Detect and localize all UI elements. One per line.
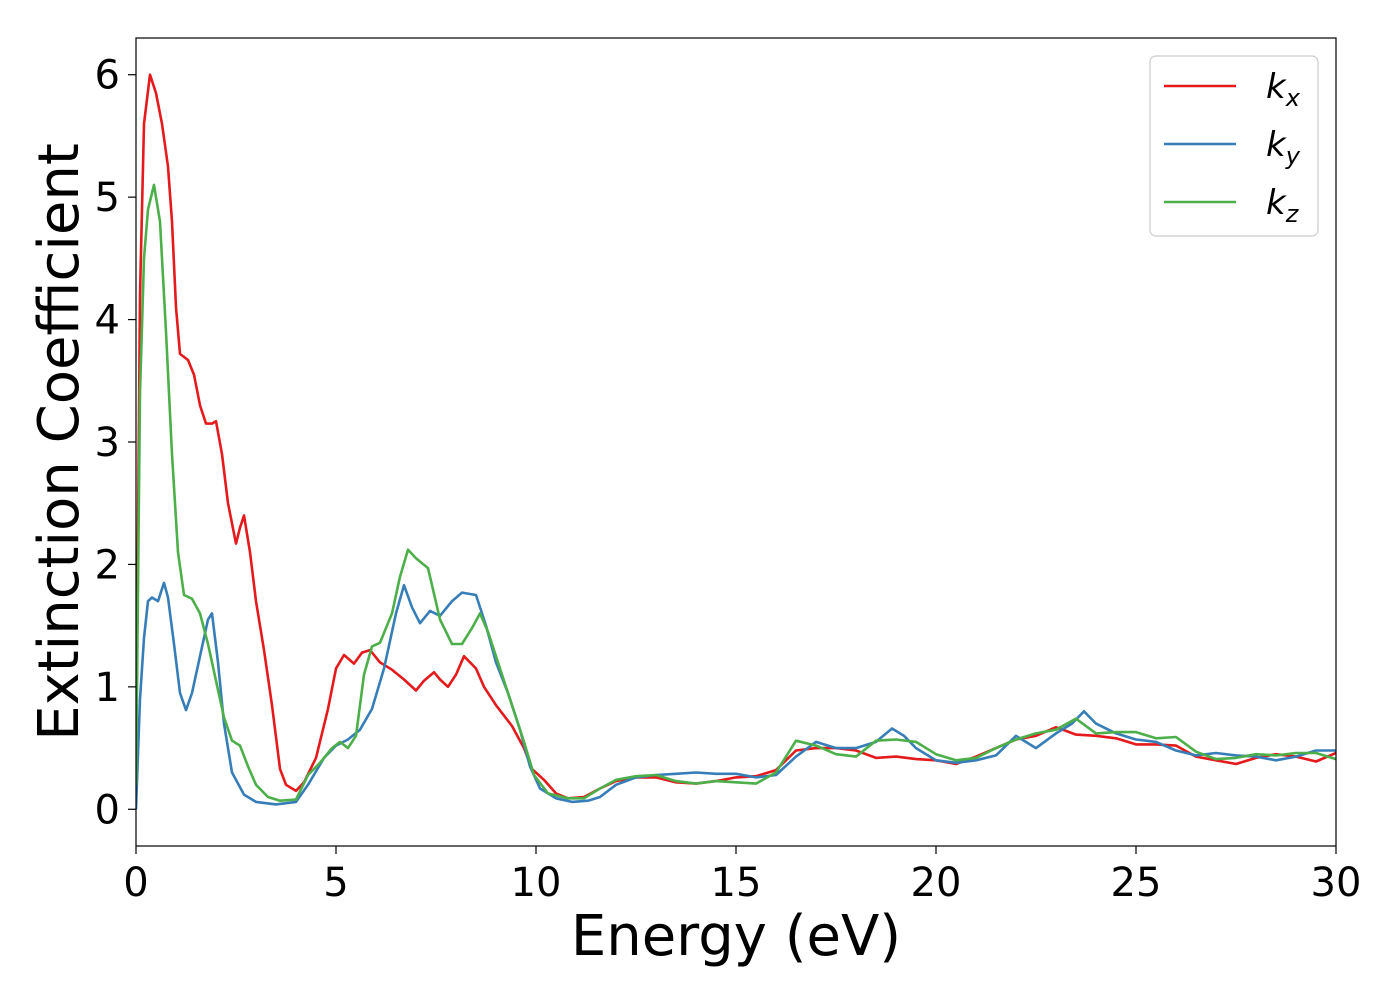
y-tick-label: 5	[95, 175, 120, 221]
legend: kx ky kz	[1149, 55, 1319, 237]
legend-label-ky: ky	[1266, 125, 1301, 170]
y-tick-label: 6	[95, 53, 120, 99]
y-tick-label: 2	[95, 542, 120, 588]
x-tick-label: 25	[1111, 860, 1162, 906]
x-tick-label: 20	[911, 860, 962, 906]
series-line-ky	[136, 581, 1336, 810]
x-tick-label: 30	[1311, 860, 1362, 906]
x-tick-label: 10	[511, 860, 562, 906]
y-axis-ticks: 0 1 2 3 4 5 6	[95, 53, 136, 833]
series-line-kz	[136, 183, 1336, 802]
y-axis-title: Extinction Coefficient	[27, 143, 92, 741]
x-tick-label: 0	[123, 860, 148, 906]
y-tick-label: 0	[95, 787, 120, 833]
y-tick-label: 1	[95, 665, 120, 711]
x-tick-label: 5	[323, 860, 348, 906]
legend-label-kz: kz	[1266, 183, 1300, 228]
legend-label-kx: kx	[1266, 67, 1301, 112]
x-axis-ticks: 0 5 10 15 20 25 30	[123, 846, 1361, 906]
x-tick-label: 15	[711, 860, 762, 906]
y-tick-label: 4	[95, 298, 120, 344]
legend-box	[1149, 55, 1319, 237]
x-axis-title: Energy (eV)	[571, 904, 901, 969]
y-tick-label: 3	[95, 420, 120, 466]
plot-lines	[136, 73, 1336, 810]
